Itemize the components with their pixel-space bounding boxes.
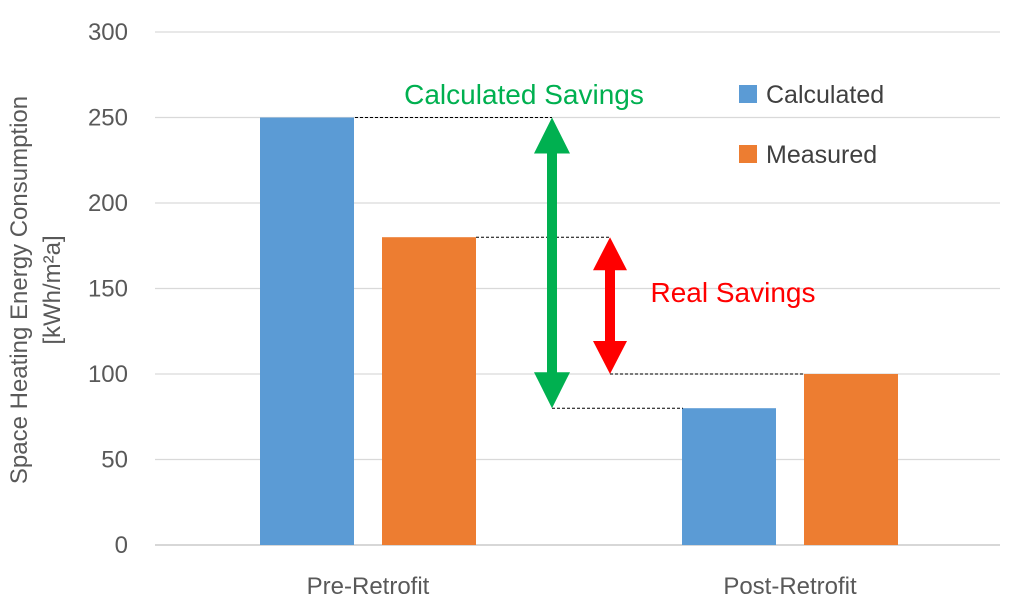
y-tick-label-50: 50 [101,447,128,474]
y-tick-labels: 0 50 100 150 200 250 300 [88,19,128,559]
bar-measured-pre-retrofit [382,237,476,545]
real-savings-label: Real Savings [651,277,816,308]
y-tick-label-150: 150 [88,276,128,303]
guide-lines [355,117,804,409]
x-tick-label-post-retrofit: Post-Retrofit [723,573,857,600]
legend-label-measured: Measured [766,141,877,169]
legend: Calculated Measured [739,81,884,169]
calculated-savings-arrow-head-bottom [534,372,570,409]
legend-label-calculated: Calculated [766,81,884,109]
x-tick-label-pre-retrofit: Pre-Retrofit [307,573,430,600]
y-tick-label-0: 0 [115,532,128,559]
bar-calculated-post-retrofit [682,408,776,545]
y-tick-label-100: 100 [88,361,128,388]
y-axis-label-line2: [kWh/m²a] [39,235,66,344]
real-savings-arrow-shaft [605,269,615,342]
y-tick-label-200: 200 [88,190,128,217]
real-savings-arrow-head-top [593,237,627,271]
legend-swatch-measured [739,145,757,163]
savings-arrows: Calculated Savings Real Savings [404,79,816,409]
y-axis-label-line1: Space Heating Energy Consumption [6,96,33,484]
y-tick-label-300: 300 [88,19,128,46]
bar-calculated-pre-retrofit [260,117,354,545]
legend-swatch-calculated [739,85,757,103]
calculated-savings-arrow-head-top [534,117,570,154]
bars [260,117,898,545]
bar-measured-post-retrofit [804,374,898,545]
x-tick-labels: Pre-Retrofit Post-Retrofit [307,573,857,600]
y-axis-label: Space Heating Energy Consumption [kWh/m²… [6,96,66,484]
calculated-savings-arrow-shaft [547,152,557,374]
y-tick-label-250: 250 [88,105,128,132]
real-savings-arrow-head-bottom [593,341,627,374]
calculated-savings-label: Calculated Savings [404,79,644,110]
